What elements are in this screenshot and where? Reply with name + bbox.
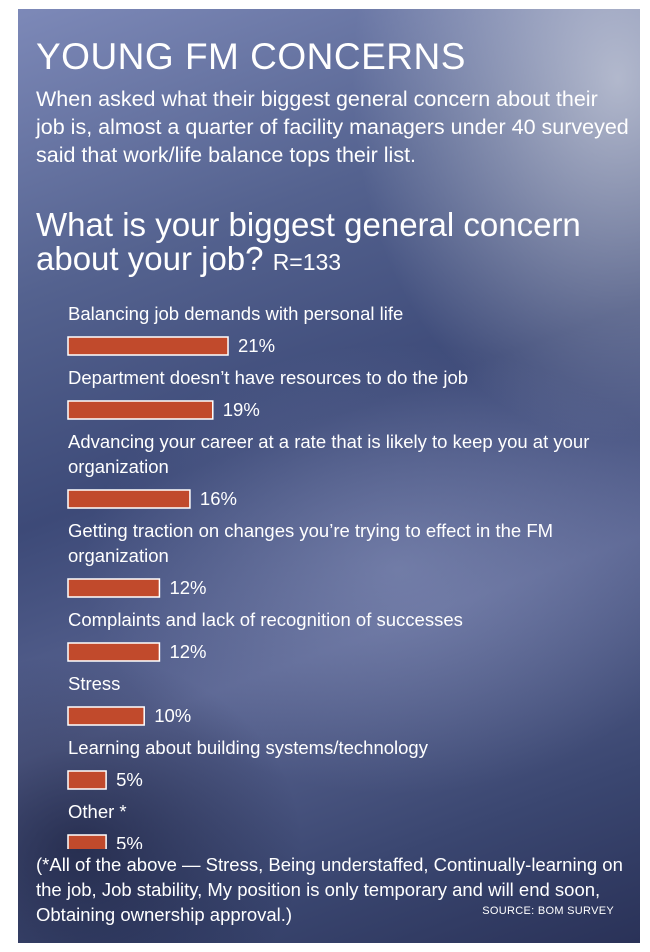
category-label: Learning about building systems/technolo… bbox=[68, 737, 429, 758]
bar-group: Department doesn’t have resources to do … bbox=[67, 367, 468, 420]
bar bbox=[67, 400, 214, 420]
category-label: organization bbox=[68, 456, 169, 477]
bar-group: Learning about building systems/technolo… bbox=[67, 737, 429, 790]
bar bbox=[67, 336, 229, 356]
value-label: 21% bbox=[238, 335, 275, 356]
bar bbox=[67, 578, 161, 598]
bar bbox=[67, 706, 145, 726]
category-label: Stress bbox=[68, 673, 120, 694]
bar bbox=[67, 642, 161, 662]
respondent-count: R=133 bbox=[272, 249, 342, 275]
value-label: 5% bbox=[116, 833, 143, 849]
intro-text: When asked what their biggest general co… bbox=[36, 87, 629, 167]
value-label: 10% bbox=[154, 705, 191, 726]
bar-group: Balancing job demands with personal life… bbox=[67, 303, 403, 356]
bar bbox=[67, 834, 107, 849]
bar-group: Advancing your career at a rate that is … bbox=[67, 431, 589, 509]
bar-chart: Balancing job demands with personal life… bbox=[67, 303, 589, 849]
footnote: (*All of the above — Stress, Being under… bbox=[36, 854, 623, 925]
bar-group: Stress 10% bbox=[67, 673, 191, 726]
category-label: Department doesn’t have resources to do … bbox=[68, 367, 468, 388]
bar bbox=[67, 770, 107, 790]
bar-group: Complaints and lack of recognition of su… bbox=[67, 609, 463, 662]
value-label: 12% bbox=[169, 641, 206, 662]
category-label: Getting traction on changes you’re tryin… bbox=[68, 520, 553, 541]
bar-group: Other * 5% bbox=[67, 801, 143, 849]
page-title: YOUNG FM CONCERNS bbox=[36, 36, 466, 77]
value-label: 12% bbox=[169, 577, 206, 598]
value-label: 5% bbox=[116, 769, 143, 790]
category-label: Other * bbox=[68, 801, 127, 822]
bar-group: Getting traction on changes you’re tryin… bbox=[67, 520, 553, 598]
value-label: 16% bbox=[200, 488, 237, 509]
category-label: Balancing job demands with personal life bbox=[68, 303, 403, 324]
bar bbox=[67, 489, 191, 509]
category-label: Advancing your career at a rate that is … bbox=[68, 431, 589, 452]
question-text: What is your biggest general concern abo… bbox=[36, 206, 581, 277]
chart-question: What is your biggest general concern abo… bbox=[36, 208, 636, 279]
category-label: Complaints and lack of recognition of su… bbox=[68, 609, 463, 630]
source-credit: SOURCE: BOM SURVEY bbox=[482, 905, 614, 917]
value-label: 19% bbox=[223, 399, 260, 420]
infographic-panel: YOUNG FM CONCERNS When asked what their … bbox=[18, 9, 640, 943]
category-label: organization bbox=[68, 545, 169, 566]
